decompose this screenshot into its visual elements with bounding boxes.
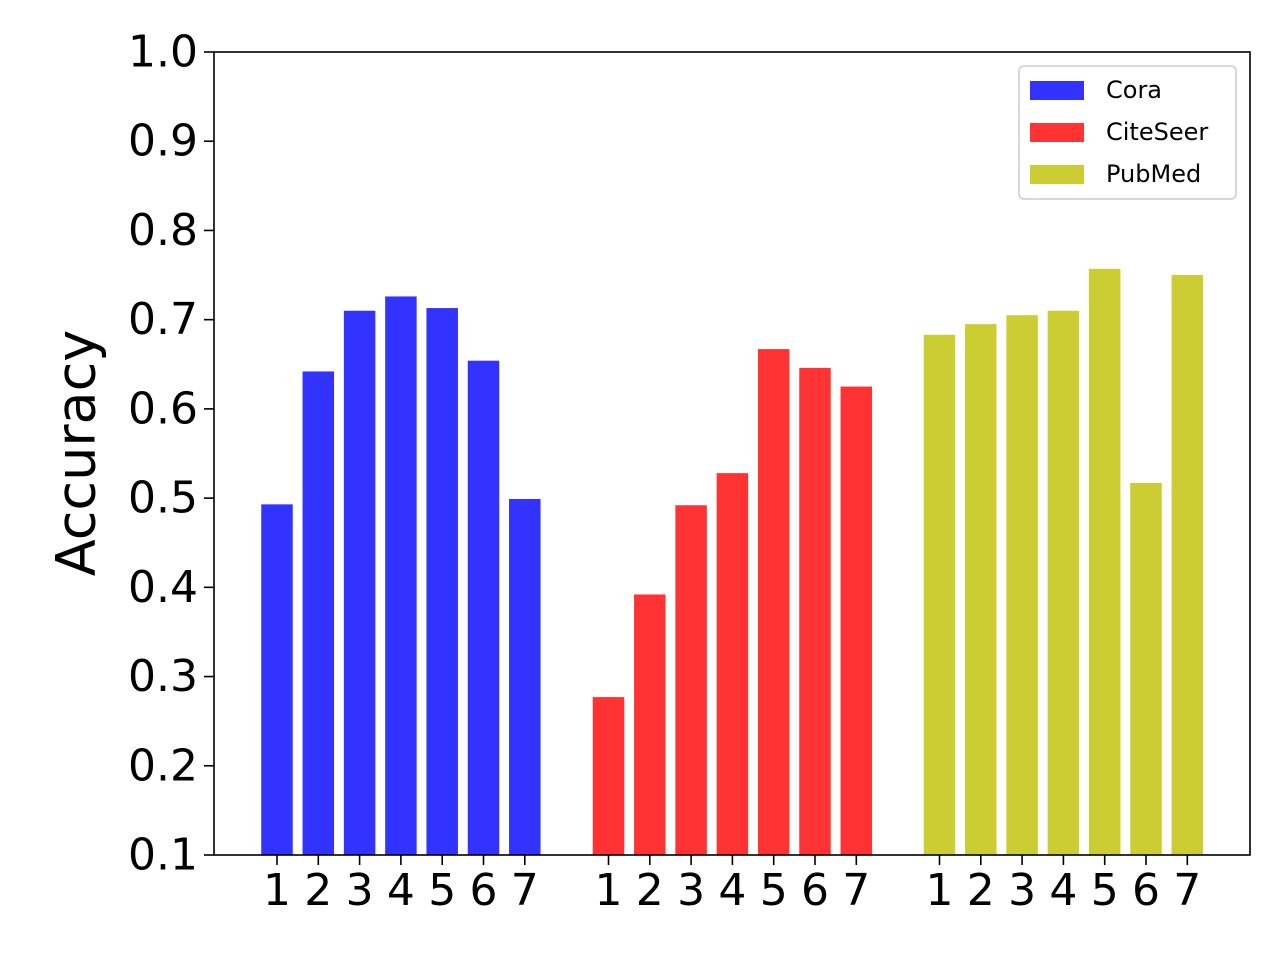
legend-swatch-citeseer: [1030, 123, 1084, 142]
x-tick-label: 5: [760, 865, 788, 916]
bar-citeseer-3: [675, 505, 707, 855]
y-tick-label: 0.8: [128, 205, 198, 256]
legend-label-cora: Cora: [1106, 76, 1162, 104]
x-tick-label: 1: [595, 865, 623, 916]
y-tick-label: 0.6: [128, 383, 198, 434]
bar-cora-4: [385, 296, 417, 856]
x-tick-label: 1: [926, 865, 954, 916]
bar-pubmed-2: [965, 324, 997, 855]
legend-swatch-cora: [1030, 81, 1084, 100]
y-tick-label: 0.7: [128, 294, 198, 345]
x-tick-label: 5: [1091, 865, 1119, 916]
bar-pubmed-6: [1130, 482, 1162, 855]
bar-citeseer-1: [592, 697, 625, 855]
y-tick-label: 0.4: [128, 562, 198, 613]
legend-label-pubmed: PubMed: [1106, 160, 1201, 188]
x-tick-label: 4: [718, 865, 746, 916]
y-axis-label: Accuracy: [45, 330, 108, 577]
x-tick-label: 7: [511, 865, 539, 916]
bar-cora-7: [509, 499, 541, 855]
y-tick-label: 0.9: [128, 116, 198, 167]
y-tick-label: 0.1: [128, 830, 198, 881]
x-tick-label: 2: [636, 865, 664, 916]
legend: Cora CiteSeer PubMed: [1018, 65, 1237, 200]
bar-cora-5: [426, 308, 458, 856]
x-tick-label: 7: [1173, 865, 1201, 916]
x-tick-label: 6: [470, 865, 498, 916]
y-tick-label: 1.0: [128, 27, 198, 78]
x-tick-label: 1: [263, 865, 291, 916]
x-tick-label: 4: [387, 865, 415, 916]
legend-label-citeseer: CiteSeer: [1106, 118, 1208, 146]
bar-pubmed-7: [1171, 275, 1204, 855]
bar-citeseer-2: [634, 594, 666, 855]
x-tick-label: 3: [677, 865, 705, 916]
bar-pubmed-4: [1047, 310, 1080, 855]
bar-cora-2: [302, 371, 335, 855]
bar-citeseer-5: [757, 349, 790, 855]
bar-pubmed-5: [1088, 268, 1121, 855]
bar-citeseer-4: [716, 473, 749, 855]
y-tick-label: 0.3: [128, 651, 198, 702]
x-tick-label: 3: [346, 865, 374, 916]
bar-pubmed-1: [923, 334, 956, 855]
x-tick-label: 5: [428, 865, 456, 916]
bar-cora-1: [261, 504, 293, 855]
x-tick-label: 2: [304, 865, 332, 916]
x-tick-label: 4: [1049, 865, 1077, 916]
y-tick-label: 0.2: [128, 740, 198, 791]
legend-swatch-pubmed: [1030, 165, 1084, 184]
y-tick-label: 0.5: [128, 473, 198, 524]
bars-layer: [261, 268, 1204, 856]
bar-cora-6: [467, 360, 500, 855]
bar-cora-3: [343, 310, 376, 855]
x-tick-label: 3: [1008, 865, 1036, 916]
bar-pubmed-3: [1006, 315, 1038, 855]
bar-citeseer-6: [799, 367, 831, 855]
x-tick-label: 6: [801, 865, 829, 916]
x-tick-label: 2: [967, 865, 995, 916]
x-tick-label: 7: [842, 865, 870, 916]
bar-citeseer-7: [840, 386, 873, 855]
x-tick-label: 6: [1132, 865, 1160, 916]
y-axis: 0.1 0.2 0.3 0.4 0.5 0.6 0.7 0.8 0.9 1.0: [128, 27, 214, 881]
